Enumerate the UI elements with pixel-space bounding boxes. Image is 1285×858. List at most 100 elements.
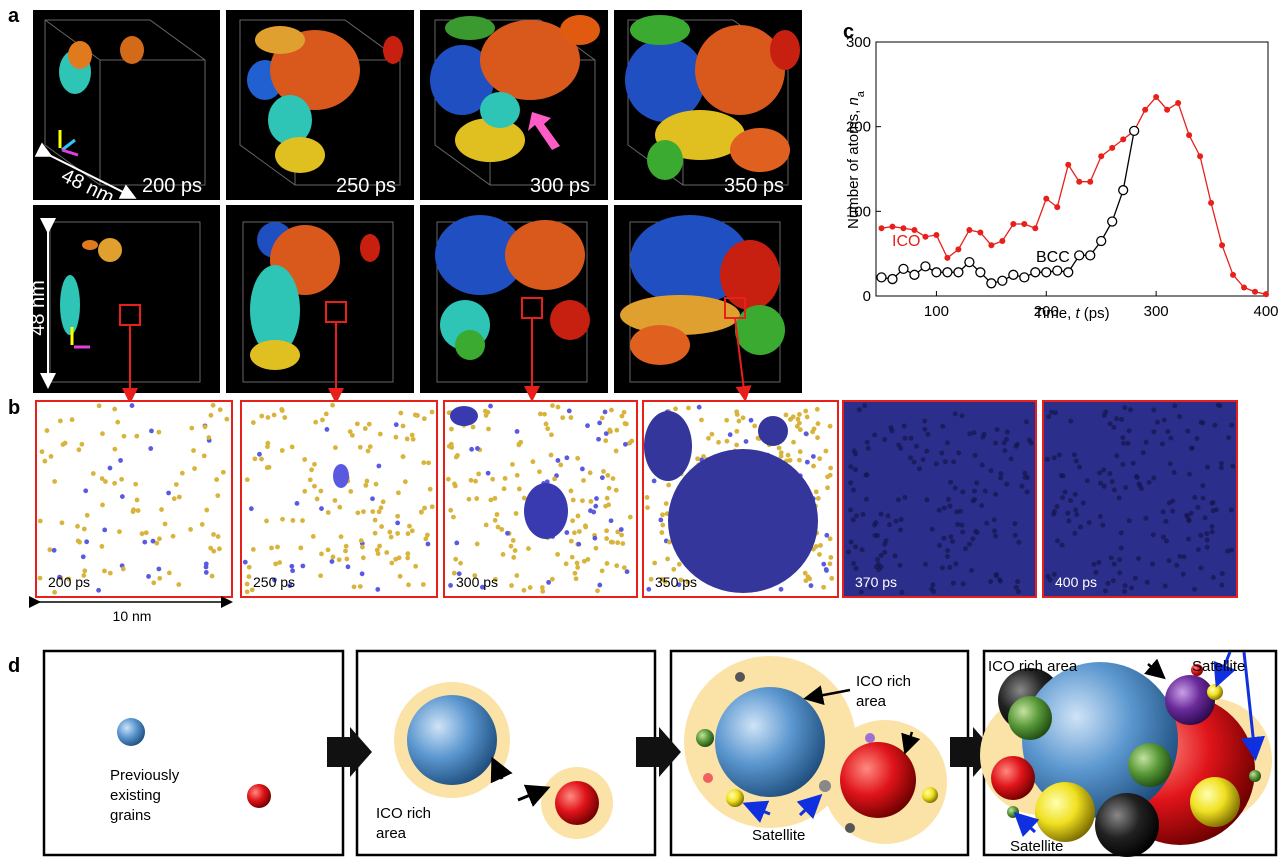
panel-c: c 0 100 200 300 100 200 300 400 Time, t (ps) Numbe… [843,21,1279,322]
atom [608,518,614,524]
label-line: ICO rich [856,673,911,690]
cluster [524,483,568,539]
atom [320,417,325,423]
atom [162,521,168,527]
data-point [1010,221,1017,228]
atom [405,551,411,557]
atom [81,526,87,532]
atom [395,531,401,536]
atom [148,446,154,451]
x-axis-label: Time, t (ps) [1034,305,1109,322]
atom [988,468,994,474]
data-point [1087,178,1094,185]
x-label-text: Time, [1034,305,1075,322]
atom [265,440,271,446]
atom [135,508,141,513]
atom [502,475,508,481]
atom [1121,440,1127,446]
atom [357,584,363,589]
atom [695,456,701,462]
atom [139,531,145,537]
atom [211,548,217,554]
atom [576,529,582,534]
atom [1051,455,1057,461]
panel-a: 200 ps 250 ps 300 ps 350 ps 48 nm 48 nm [27,10,802,404]
atom [1150,561,1156,567]
atom [998,475,1004,481]
atom [608,429,613,434]
atom [686,405,691,411]
atom [343,548,348,554]
atom [802,570,808,576]
atom [318,573,324,579]
atom [470,424,476,430]
atom [709,431,715,437]
atom [606,502,612,508]
atom [1004,436,1010,442]
atom [810,429,815,435]
atom [597,582,603,588]
atom [69,417,75,423]
atom [159,507,164,512]
image [241,401,437,597]
atom [102,568,107,574]
atom [1160,509,1166,515]
atom [495,524,501,530]
atom [736,418,742,424]
atom [676,561,682,567]
atom [404,436,410,442]
atom [1209,529,1215,535]
atom [1122,583,1128,589]
atom [376,509,382,515]
atom [805,574,811,580]
atom [426,460,431,466]
data-point [999,237,1006,244]
atom [821,561,827,567]
data-point [889,223,896,230]
atom [887,522,893,528]
series-line [881,96,1267,295]
series-line [881,130,1135,285]
atom [885,513,891,519]
atom [211,532,216,537]
atom [1093,569,1099,575]
atom [1105,580,1111,586]
atom [615,540,621,546]
atom [959,522,965,528]
atom [157,536,162,542]
atom [994,426,1000,432]
y-label-var: n [845,97,862,105]
atom [389,560,395,566]
atom [271,412,277,418]
atom [130,509,136,515]
atom [387,529,393,535]
atom [202,424,208,430]
cluster [333,464,349,488]
y-tick-label: 300 [846,34,871,51]
atom [993,533,999,539]
panel-label: b [8,397,20,419]
data-point [966,226,973,233]
atom [150,538,156,544]
atom [908,435,914,441]
data-point [1120,136,1127,143]
atom [555,458,561,463]
atom [610,539,615,545]
atom [112,446,118,452]
atom [827,423,833,429]
atom [79,441,85,447]
panel-b: 200 ps 250 ps 300 ps 350 ps 370 ps 400 ps [35,400,1238,598]
label-line: existing [110,787,161,804]
atom [518,439,524,445]
atom [1086,520,1092,526]
data-point [1074,250,1085,261]
atom [1198,565,1204,571]
atom [294,500,300,506]
atom [445,476,451,482]
atom [307,477,313,483]
atom [676,582,682,588]
atom [568,415,574,420]
atom [47,547,53,553]
atom [1215,402,1221,408]
atom [893,518,899,524]
